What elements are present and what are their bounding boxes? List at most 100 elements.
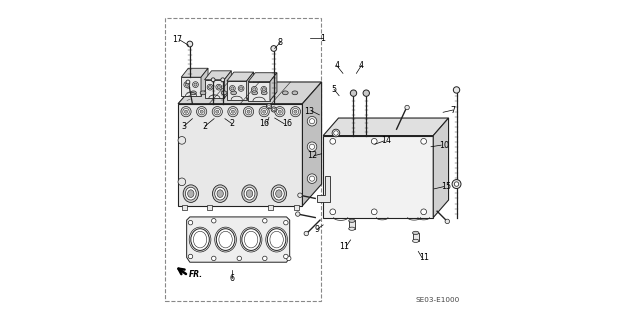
Bar [182,205,187,210]
Circle shape [332,129,340,137]
Ellipse shape [215,187,225,200]
Circle shape [292,108,299,115]
Circle shape [211,78,215,82]
Circle shape [216,110,219,113]
Circle shape [196,107,207,117]
Circle shape [421,209,426,215]
Polygon shape [248,82,270,101]
Circle shape [261,86,267,92]
Circle shape [276,108,283,115]
Ellipse shape [221,91,227,95]
Text: 3: 3 [182,122,187,130]
Circle shape [405,105,410,110]
Text: 9: 9 [315,225,320,234]
Polygon shape [205,80,224,98]
Polygon shape [323,118,449,136]
Ellipse shape [188,190,194,197]
Circle shape [287,256,291,261]
Polygon shape [303,82,321,206]
Circle shape [421,138,426,144]
Circle shape [228,107,238,117]
Circle shape [217,85,220,89]
Polygon shape [178,104,303,206]
Ellipse shape [186,187,196,200]
Circle shape [275,107,285,117]
Polygon shape [227,81,246,100]
Circle shape [221,78,225,82]
Circle shape [304,231,308,236]
Circle shape [262,88,266,91]
Circle shape [194,83,197,86]
Circle shape [188,220,193,225]
Polygon shape [433,118,449,218]
Circle shape [247,110,250,113]
Text: 5: 5 [332,85,337,94]
Circle shape [291,107,301,117]
Circle shape [310,144,315,149]
Ellipse shape [242,229,260,250]
Text: SE03-E1000: SE03-E1000 [416,297,460,303]
Ellipse shape [217,190,223,197]
Ellipse shape [273,187,284,200]
Circle shape [185,83,188,86]
Ellipse shape [268,229,286,250]
Circle shape [262,110,266,113]
Circle shape [231,87,234,90]
Ellipse shape [244,187,255,200]
Circle shape [200,110,204,113]
Text: 4: 4 [359,61,364,70]
Circle shape [371,138,377,144]
Ellipse shape [413,239,419,242]
Circle shape [186,80,190,84]
Circle shape [259,107,269,117]
Circle shape [181,107,191,117]
Text: 7: 7 [450,106,455,115]
Circle shape [212,219,216,223]
Circle shape [212,107,222,117]
Bar [294,205,299,210]
Ellipse shape [246,190,253,197]
Bar [349,220,355,229]
Circle shape [216,84,221,90]
Ellipse shape [271,185,287,203]
Circle shape [273,108,275,111]
Circle shape [296,212,300,216]
Ellipse shape [261,91,267,95]
Circle shape [230,85,236,91]
Circle shape [178,137,186,144]
Text: 15: 15 [441,182,451,191]
Ellipse shape [292,91,298,95]
Bar [413,233,419,241]
Text: 10: 10 [438,141,449,150]
Bar [164,18,321,301]
Circle shape [209,85,212,89]
Circle shape [253,88,256,91]
Text: FR.: FR. [189,270,204,279]
Circle shape [187,41,193,47]
Ellipse shape [252,91,257,95]
Ellipse shape [216,229,235,250]
Ellipse shape [191,91,196,95]
Circle shape [268,105,270,108]
Text: 11: 11 [339,242,349,251]
Circle shape [284,220,288,225]
Bar [207,205,212,210]
Text: 2: 2 [229,119,234,128]
Ellipse shape [276,190,282,197]
Circle shape [207,84,213,90]
Text: 1: 1 [321,34,326,43]
Circle shape [262,219,267,223]
Circle shape [245,108,252,115]
Circle shape [298,193,302,197]
Circle shape [178,178,186,186]
Ellipse shape [282,91,288,95]
Circle shape [330,209,335,215]
Polygon shape [224,71,231,98]
Circle shape [294,110,297,113]
Text: 8: 8 [278,38,283,47]
Circle shape [243,107,253,117]
Ellipse shape [231,91,237,95]
Polygon shape [205,71,231,80]
Circle shape [284,254,288,259]
Circle shape [237,256,241,261]
